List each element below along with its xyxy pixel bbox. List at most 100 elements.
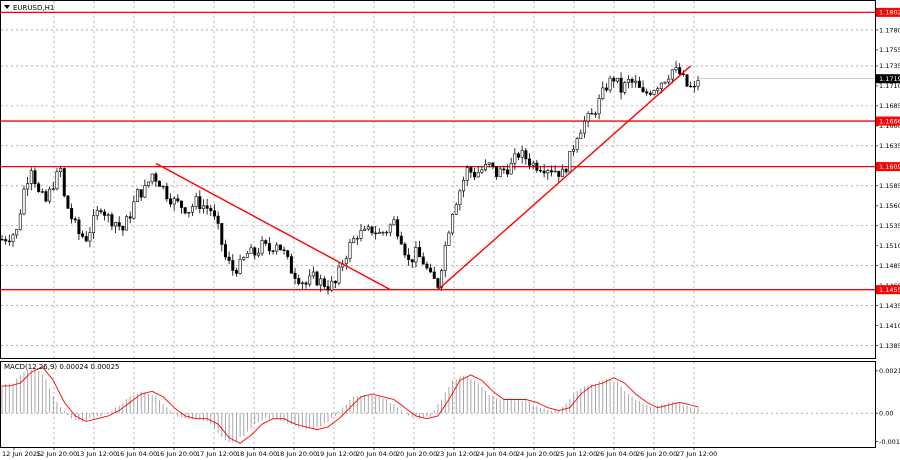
candle [326,279,330,295]
candle [198,190,202,214]
candle-body [271,250,275,252]
macd-tick-label: 0.00216 [879,367,900,375]
candle [582,115,586,139]
candle [462,176,466,198]
candle-body [245,253,249,258]
candle [604,83,608,93]
candle-body [260,240,264,254]
candle-body [322,278,326,287]
candle-body [590,113,594,115]
candle [432,266,436,279]
candle [381,231,385,236]
candle-body [469,167,473,173]
candle [641,80,645,93]
candle [374,225,378,240]
candle-body [692,85,696,88]
candle [260,236,264,256]
candle [557,170,561,182]
candle-body [421,256,425,265]
candle-body [696,80,700,87]
y-tick-label: 1.1660 [879,122,900,130]
candle [454,202,458,216]
x-tick-label: 20 Jun 20:00 [396,450,437,458]
candle-body [678,67,682,75]
candle-body [77,219,81,235]
chevron-down-icon[interactable] [4,5,10,9]
candle [158,180,162,187]
candle-body [425,263,429,269]
candle [344,255,348,270]
candle [418,240,422,258]
candle-body [205,205,209,209]
candle-body [432,271,436,279]
candle [183,207,187,215]
candle-body [524,150,528,160]
candle-body [410,259,414,263]
candle [436,277,440,290]
candle-body [311,271,315,277]
candle-body [359,230,363,239]
candle [201,199,205,214]
candle-body [612,77,616,82]
candle [315,270,319,286]
candle [663,81,667,85]
candle-body [33,170,37,185]
candle [136,188,140,203]
candle [630,77,634,89]
y-tick-label: 1.1410 [879,322,900,330]
x-tick-label: 23 Jun 12:00 [436,450,477,458]
candle-body [403,243,407,256]
macd-tick-label: -0.00104 [879,438,900,446]
candle [297,274,301,286]
candle-body [40,191,44,193]
candle-body [487,162,491,165]
candle-body [484,163,488,171]
candle-body [634,80,638,83]
candle [553,165,557,173]
symbol-title[interactable]: EURUSD,H1 [4,4,54,12]
candle-body [231,260,235,271]
candle [187,211,191,218]
candle [447,230,451,246]
candle [300,281,304,289]
candle-body [498,168,502,177]
candle-body [169,198,173,205]
candle [194,192,198,210]
candle-body [553,170,557,173]
x-tick-label: 17 Jun 12:00 [196,450,237,458]
candle [517,151,521,161]
candle-body [319,278,323,286]
candle [55,168,59,191]
candle [110,212,114,231]
candle [564,167,568,175]
candle [612,75,616,88]
candle-body [429,267,433,273]
candle [88,227,92,248]
candle-body [674,67,678,71]
candle-body [352,238,356,243]
candle [645,88,649,96]
candle-body [161,185,165,188]
candle-body [436,278,440,288]
candle [99,208,103,215]
candle [33,167,37,188]
candle-body [396,219,400,237]
candle-body [209,207,213,212]
trendline [155,162,391,291]
x-tick-label: 13 Jun 12:00 [76,450,117,458]
candle-body [381,231,385,234]
candle [637,76,641,88]
candle-body [480,169,484,173]
candle [608,75,612,93]
candle [601,81,605,101]
candle [238,254,242,275]
candle [51,182,55,191]
candle-body [399,235,403,245]
candle [465,165,469,186]
candle-body [374,232,378,235]
candle-body [641,87,645,93]
candle-body [220,223,224,245]
candle [29,167,33,191]
candle-body [198,196,202,209]
candle [542,164,546,178]
